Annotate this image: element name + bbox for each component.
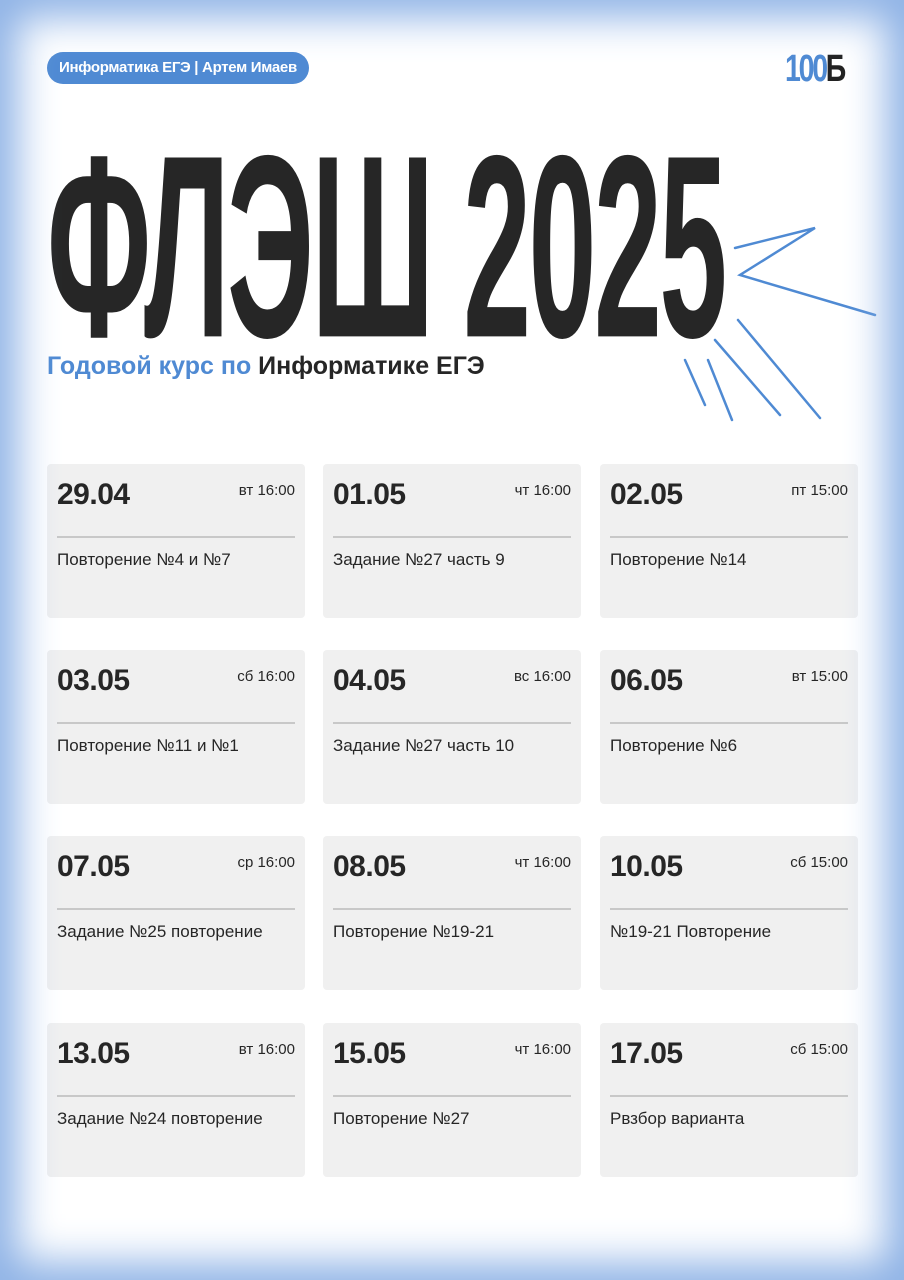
divider	[610, 536, 848, 538]
subtitle-part1: Годовой курс по	[47, 352, 259, 380]
divider	[333, 536, 571, 538]
divider	[610, 1095, 848, 1097]
lesson-date: 17.05	[610, 1037, 683, 1070]
lesson-topic: Задание №27 часть 9	[333, 550, 505, 569]
lesson-card: 06.05 вт 15:00 Повторение №6	[600, 650, 858, 804]
lesson-date: 08.05	[333, 850, 406, 883]
logo: 100Б	[785, 48, 847, 90]
lesson-time: пт 15:00	[791, 482, 848, 499]
lesson-card: 07.05 ср 16:00 Задание №25 повторение	[47, 836, 305, 990]
lesson-time: чт 16:00	[514, 1041, 571, 1058]
lesson-topic: Повторение №6	[610, 736, 738, 755]
lesson-topic: Повторение №19-21	[333, 922, 495, 941]
lesson-card: 04.05 вс 16:00 Задание №27 часть 10	[323, 650, 581, 804]
divider	[333, 1095, 571, 1097]
lesson-time: чт 16:00	[514, 854, 571, 871]
lesson-card: 08.05 чт 16:00 Повторение №19-21	[323, 836, 581, 990]
lesson-card: 29.04 вт 16:00 Повторение №4 и №7	[47, 464, 305, 618]
page-title: ФЛЭШ 2025	[47, 102, 727, 393]
lesson-date: 13.05	[57, 1037, 130, 1070]
lesson-topic: Повторение №27	[333, 1109, 470, 1128]
lesson-time: сб 15:00	[790, 1041, 848, 1058]
subtitle-part2: Информатике ЕГЭ	[258, 352, 485, 380]
divider	[57, 536, 295, 538]
lesson-date: 03.05	[57, 664, 130, 697]
lesson-time: вт 16:00	[238, 1041, 295, 1058]
logo-number: 100	[785, 48, 828, 90]
subtitle: Годовой курс по Информатике ЕГЭ	[47, 352, 485, 381]
logo-letter: Б	[825, 48, 847, 90]
lesson-topic: Задание №25 повторение	[57, 922, 263, 941]
lesson-time: ср 16:00	[237, 854, 295, 871]
lesson-topic: Задание №24 повторение	[57, 1109, 263, 1128]
lesson-card: 10.05 сб 15:00 №19-21 Повторение	[600, 836, 858, 990]
lesson-time: сб 15:00	[790, 854, 848, 871]
lesson-date: 04.05	[333, 664, 406, 697]
lesson-time: вс 16:00	[513, 668, 571, 685]
lesson-date: 29.04	[57, 478, 130, 511]
lesson-card: 02.05 пт 15:00 Повторение №14	[600, 464, 858, 618]
lesson-topic: Повторение №11 и №1	[57, 736, 239, 755]
course-badge: Информатика ЕГЭ | Артем Имаев	[47, 52, 309, 84]
lesson-card: 15.05 чт 16:00 Повторение №27	[323, 1023, 581, 1177]
divider	[333, 908, 571, 910]
lesson-card: 17.05 сб 15:00 Рвзбор варианта	[600, 1023, 858, 1177]
lesson-date: 07.05	[57, 850, 130, 883]
lesson-topic: Рвзбор варианта	[610, 1109, 745, 1128]
lesson-date: 06.05	[610, 664, 683, 697]
divider	[57, 722, 295, 724]
divider	[333, 722, 571, 724]
lesson-time: чт 16:00	[514, 482, 571, 499]
divider	[610, 722, 848, 724]
lesson-topic: Задание №27 часть 10	[333, 736, 515, 755]
lesson-time: вт 15:00	[791, 668, 848, 685]
lesson-topic: Повторение №4 и №7	[57, 550, 231, 569]
lesson-date: 01.05	[333, 478, 406, 511]
divider	[57, 908, 295, 910]
lesson-time: вт 16:00	[238, 482, 295, 499]
lesson-card: 01.05 чт 16:00 Задание №27 часть 9	[323, 464, 581, 618]
lesson-topic: №19-21 Повторение	[610, 922, 772, 941]
lesson-card: 03.05 сб 16:00 Повторение №11 и №1	[47, 650, 305, 804]
lesson-topic: Повторение №14	[610, 550, 747, 569]
lesson-date: 10.05	[610, 850, 683, 883]
lesson-date: 15.05	[333, 1037, 406, 1070]
divider	[610, 908, 848, 910]
lesson-date: 02.05	[610, 478, 683, 511]
lesson-time: сб 16:00	[237, 668, 295, 685]
lesson-card: 13.05 вт 16:00 Задание №24 повторение	[47, 1023, 305, 1177]
scribble-decoration	[683, 226, 877, 422]
divider	[57, 1095, 295, 1097]
